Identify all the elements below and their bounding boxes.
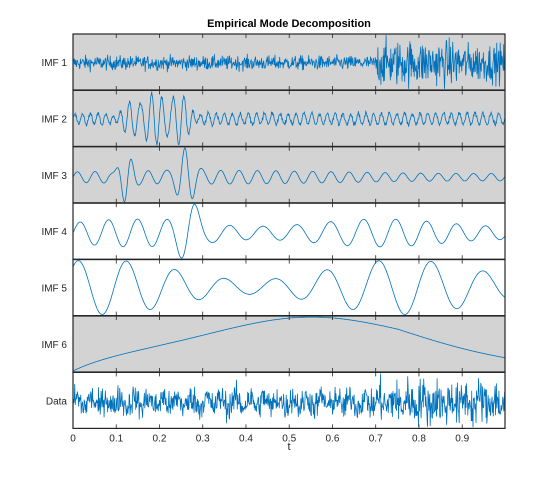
series-line — [72, 373, 506, 428]
series-line — [72, 35, 506, 89]
chart-title: Empirical Mode Decomposition — [207, 18, 371, 30]
x-tick-label: 0.1 — [109, 433, 123, 444]
series-line — [72, 91, 506, 146]
panel-background — [73, 259, 505, 316]
x-axis-label: t — [287, 441, 290, 453]
series-line — [72, 203, 506, 259]
x-tick-label: 0.7 — [369, 433, 383, 444]
panel-imf-5: IMF 5 — [41, 259, 506, 317]
x-tick-label: 0.5 — [282, 433, 296, 444]
x-tick-label: 0.9 — [455, 433, 469, 444]
x-tick-label: 0 — [70, 433, 76, 444]
panel-label: Data — [46, 396, 68, 407]
series-line — [72, 147, 506, 203]
panel-label: IMF 5 — [41, 284, 67, 295]
x-tick-label: 0.3 — [196, 433, 210, 444]
panel-imf-1: IMF 1 — [41, 33, 506, 91]
panel-label: IMF 6 — [41, 340, 67, 351]
panel-imf-3: IMF 3 — [41, 146, 506, 204]
panel-imf-4: IMF 4 — [41, 202, 506, 260]
panels: IMF 1 IMF 2 IMF 3 IMF 4 IMF 5 IMF 6 Data — [41, 33, 506, 429]
panel-background — [73, 316, 505, 372]
x-tick-label: 0.8 — [412, 433, 426, 444]
panel-label: IMF 2 — [41, 114, 67, 125]
series-line — [72, 260, 506, 315]
x-tick-label: 0.2 — [153, 433, 167, 444]
panel-label: IMF 1 — [41, 58, 67, 69]
panel-data: Data — [46, 371, 506, 429]
panel-label: IMF 4 — [41, 227, 67, 238]
panel-background — [73, 90, 505, 147]
x-tick-label: 0.4 — [239, 433, 253, 444]
panel-imf-2: IMF 2 — [41, 89, 506, 148]
x-tick-label: 0.6 — [326, 433, 340, 444]
panel-background — [73, 146, 505, 203]
panel-imf-6: IMF 6 — [41, 315, 506, 373]
x-axis: 0 0.1 0.2 0.3 0.4 0.5 0.6 0.7 0.8 0.9 — [70, 34, 470, 444]
panel-label: IMF 3 — [41, 171, 67, 182]
